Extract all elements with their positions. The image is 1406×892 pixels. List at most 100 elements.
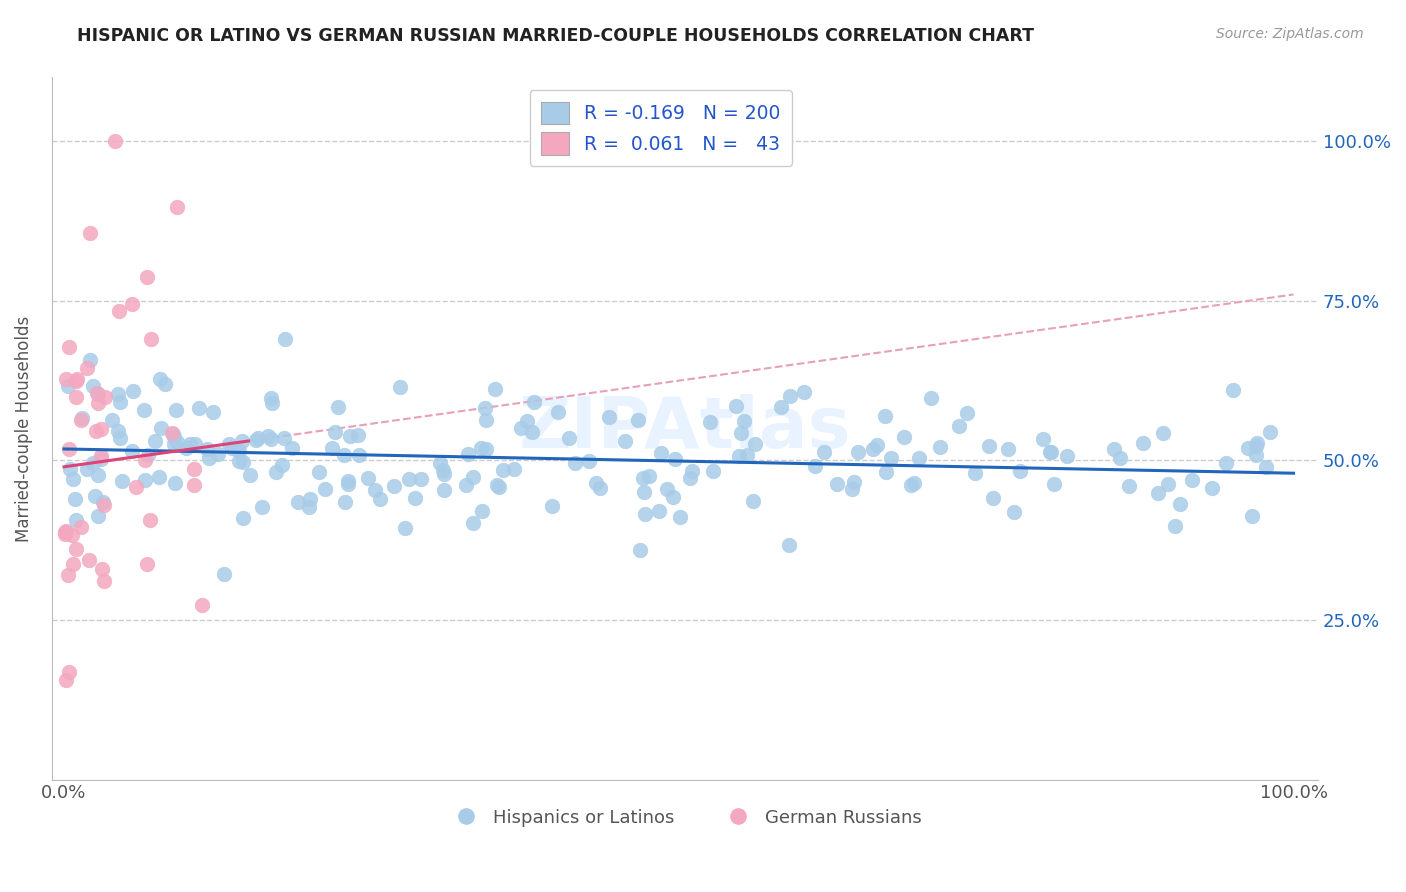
Point <box>226 442 249 457</box>
Point <box>84 489 107 503</box>
Point <box>298 492 321 507</box>
Point <box>793 385 815 400</box>
Point <box>183 477 205 491</box>
Point <box>108 304 131 318</box>
Point <box>274 332 297 346</box>
Point <box>163 430 186 444</box>
Point <box>1056 449 1078 463</box>
Point <box>699 415 721 429</box>
Point <box>1215 457 1237 471</box>
Point <box>207 446 229 460</box>
Point <box>347 427 370 442</box>
Point <box>633 470 655 484</box>
Point <box>769 400 792 414</box>
Point <box>1246 436 1268 450</box>
Point <box>1181 473 1204 487</box>
Point <box>1008 464 1031 478</box>
Point <box>655 482 678 496</box>
Point <box>56 568 79 582</box>
Point <box>928 441 950 455</box>
Point <box>90 451 112 466</box>
Point <box>55 372 77 386</box>
Point <box>669 510 692 524</box>
Point <box>121 443 143 458</box>
Point <box>93 574 115 588</box>
Point <box>389 380 412 394</box>
Point <box>149 372 172 386</box>
Point <box>59 461 82 475</box>
Point <box>91 562 114 576</box>
Point <box>842 475 865 490</box>
Point <box>733 414 755 428</box>
Point <box>86 396 108 410</box>
Point <box>145 434 167 448</box>
Point <box>108 431 131 445</box>
Point <box>681 464 703 478</box>
Point <box>63 491 86 506</box>
Point <box>122 384 145 399</box>
Point <box>174 441 197 455</box>
Point <box>903 476 925 491</box>
Point <box>134 473 156 487</box>
Point <box>474 442 496 456</box>
Point <box>84 424 107 438</box>
Point <box>429 456 451 470</box>
Point <box>58 442 80 457</box>
Point <box>1102 442 1125 456</box>
Point <box>110 395 132 409</box>
Point <box>82 379 104 393</box>
Point <box>298 500 321 514</box>
Point <box>53 524 76 539</box>
Point <box>308 465 330 479</box>
Point <box>232 511 254 525</box>
Point <box>1132 435 1154 450</box>
Point <box>70 413 93 427</box>
Point <box>247 431 270 445</box>
Point <box>1168 497 1191 511</box>
Point <box>62 472 84 486</box>
Point <box>333 494 356 508</box>
Point <box>87 386 110 401</box>
Point <box>368 491 391 506</box>
Point <box>287 494 309 508</box>
Point <box>281 441 304 455</box>
Point <box>873 409 896 423</box>
Point <box>547 405 569 419</box>
Point <box>86 468 108 483</box>
Point <box>58 665 80 680</box>
Point <box>132 403 155 417</box>
Point <box>730 426 752 441</box>
Point <box>647 504 669 518</box>
Point <box>634 508 657 522</box>
Point <box>900 478 922 492</box>
Point <box>191 598 214 612</box>
Point <box>163 437 186 451</box>
Point <box>454 478 477 492</box>
Point <box>510 421 533 435</box>
Point <box>239 467 262 482</box>
Point <box>337 474 360 488</box>
Point <box>484 382 506 396</box>
Point <box>162 426 184 441</box>
Point <box>1258 425 1281 440</box>
Point <box>273 431 295 445</box>
Point <box>1002 505 1025 519</box>
Point <box>432 463 454 477</box>
Point <box>70 411 93 425</box>
Point <box>260 392 283 406</box>
Point <box>702 464 724 478</box>
Point <box>965 467 987 481</box>
Point <box>55 524 77 538</box>
Point <box>394 521 416 535</box>
Point <box>62 557 84 571</box>
Point <box>86 386 108 401</box>
Point <box>56 378 79 392</box>
Point <box>1152 426 1174 441</box>
Point <box>470 441 492 455</box>
Point <box>735 448 758 462</box>
Point <box>779 389 801 403</box>
Point <box>166 435 188 450</box>
Point <box>257 429 280 443</box>
Point <box>198 450 221 465</box>
Point <box>679 471 702 485</box>
